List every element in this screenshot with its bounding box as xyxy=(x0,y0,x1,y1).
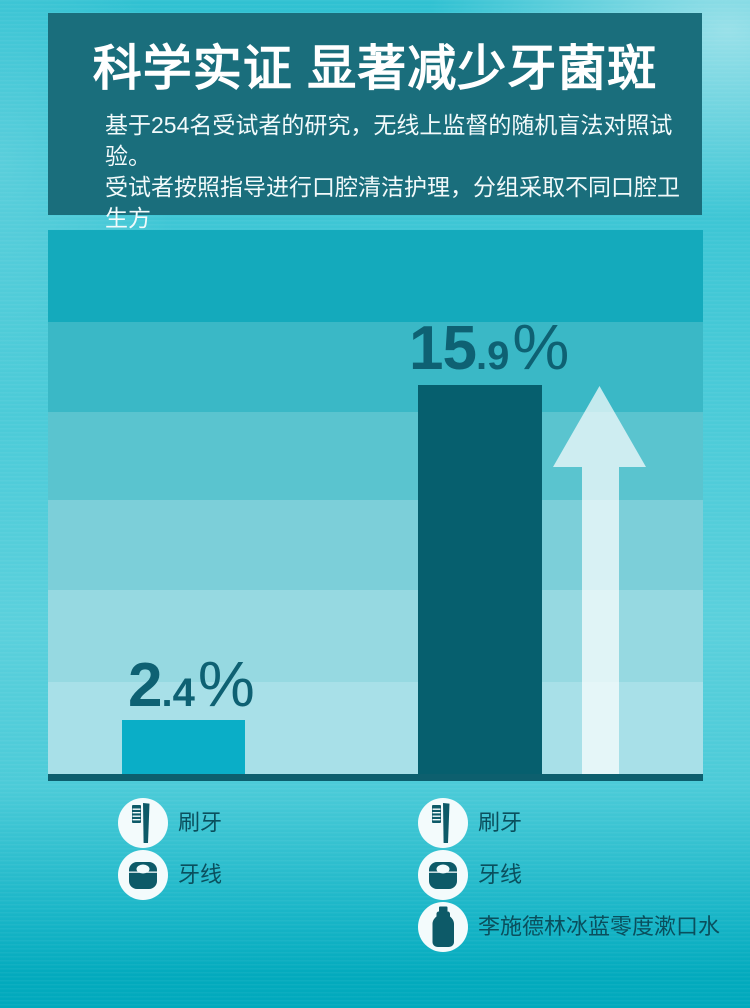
legend-item-brush: 刷牙 xyxy=(418,798,522,848)
bar-control-group xyxy=(122,720,245,774)
floss-icon xyxy=(418,850,468,900)
legend-label: 刷牙 xyxy=(178,810,223,835)
legend-label: 牙线 xyxy=(178,862,223,887)
mouthwash-bottle-icon xyxy=(418,902,468,952)
value-decimal: .4 xyxy=(161,671,195,715)
description-line: 基于254名受试者的研究，无线上监督的随机盲法对照试验。 xyxy=(105,111,673,169)
legend-label: 刷牙 xyxy=(478,810,523,835)
background-band xyxy=(48,230,703,322)
legend-item-floss: 牙线 xyxy=(118,850,222,900)
bar-mouthwash-group xyxy=(418,385,542,774)
legend-item-brush: 刷牙 xyxy=(118,798,222,848)
legend-label: 李施德林冰蓝零度漱口水 xyxy=(478,914,721,939)
chart-baseline xyxy=(48,774,703,781)
description-line: 受试者按照指导进行口腔清洁护理，分组采取不同口腔卫生方 xyxy=(105,173,680,231)
value-decimal: .9 xyxy=(475,334,510,378)
bar-value-label-small: 2.4% xyxy=(128,652,255,717)
floss-icon xyxy=(118,850,168,900)
bar-chart: 2.4% 15.9% xyxy=(48,230,703,781)
percent-sign: % xyxy=(197,648,255,720)
toothbrush-icon xyxy=(118,798,168,848)
legend-label: 牙线 xyxy=(478,862,523,887)
page-title: 科学实证 显著减少牙菌斑 xyxy=(92,42,658,96)
percent-sign: % xyxy=(512,311,570,383)
legend-item-mouthwash: 李施德林冰蓝零度漱口水 xyxy=(418,902,720,952)
legend-item-floss: 牙线 xyxy=(418,850,522,900)
toothbrush-icon xyxy=(418,798,468,848)
header-box: 科学实证 显著减少牙菌斑 基于254名受试者的研究，无线上监督的随机盲法对照试验… xyxy=(48,13,702,262)
up-arrow-icon xyxy=(553,386,646,774)
value-integer: 15 xyxy=(409,314,477,383)
value-integer: 2 xyxy=(128,651,162,720)
bar-value-label-big: 15.9% xyxy=(409,315,569,380)
